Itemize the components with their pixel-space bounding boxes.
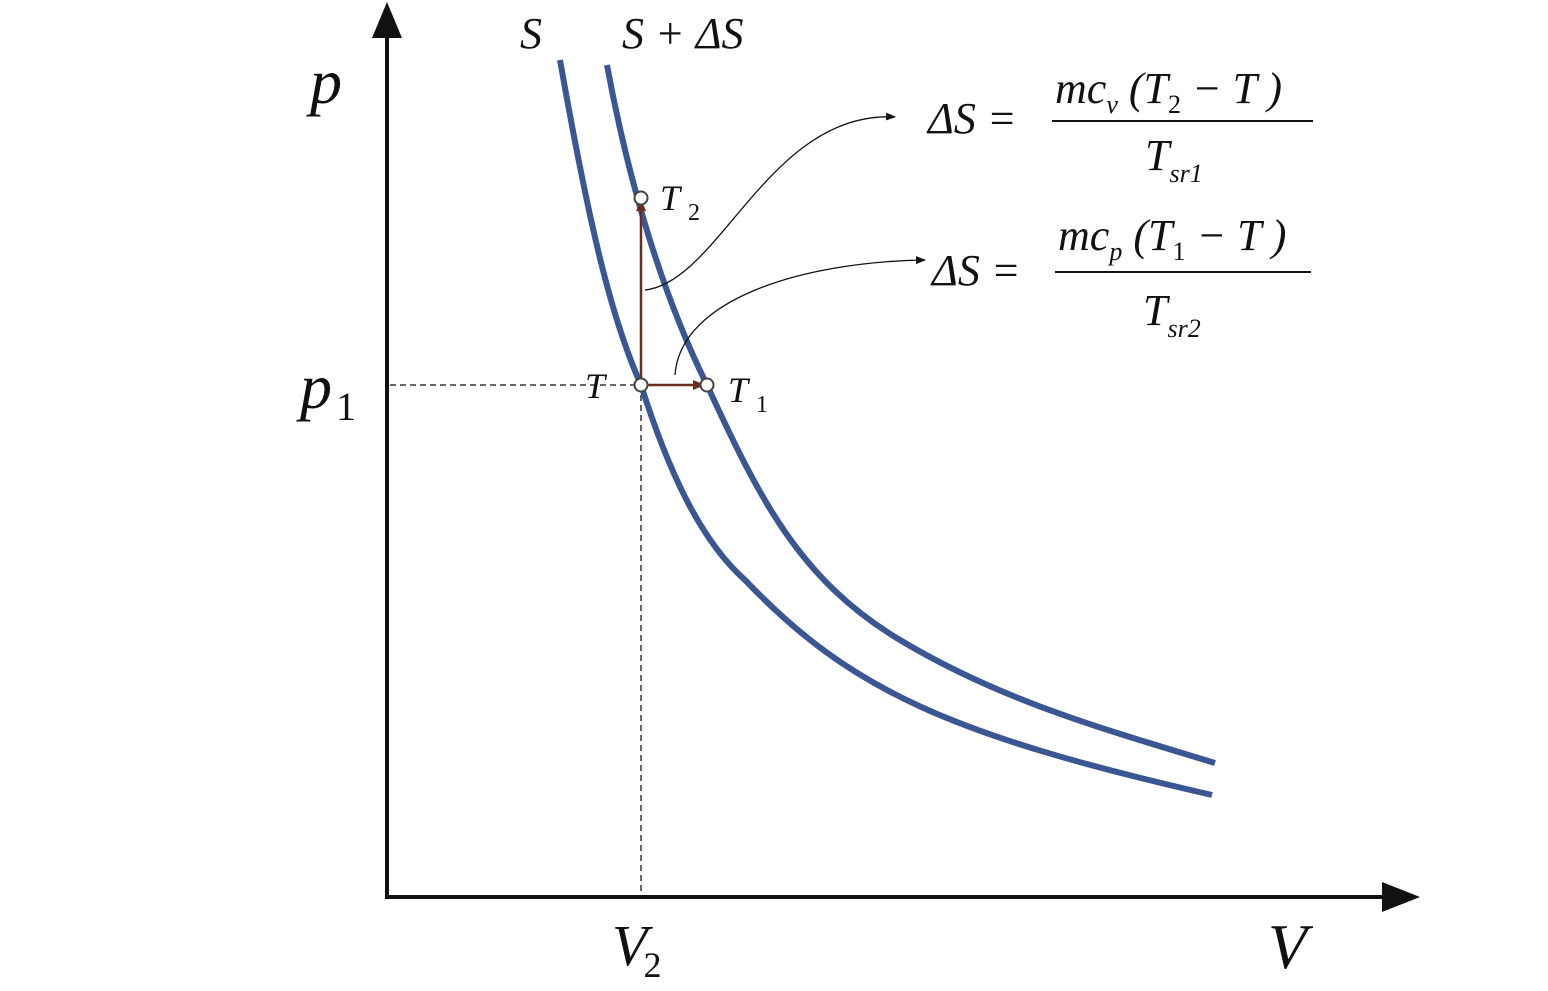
label: V [1268,911,1314,982]
state-point [633,190,649,206]
rest: − T ) [1185,211,1286,260]
subscript: 1 [756,392,768,418]
subscript: sr1 [1169,159,1202,188]
open: (T [1122,211,1176,260]
open: (T [1118,64,1172,113]
rest: − T ) [1181,64,1282,113]
subscript: 1 [336,384,356,429]
symbol: T [728,370,751,410]
formula-lhs: ΔS = [930,246,1021,295]
factor: mc [1058,211,1110,260]
subscript: 2 [688,200,700,226]
label: p [306,46,342,117]
symbol: T [1145,131,1173,180]
lhs: ΔS = [930,246,1021,295]
formula-numerator: mcv (T2 − T ) [1055,64,1282,119]
state-point [699,377,715,393]
symbol: p [296,351,332,422]
annotation-arrow [674,256,926,376]
symbol: V [612,913,654,978]
label: S + ΔS [622,9,744,58]
x-axis-label: V [1268,911,1314,982]
x-arrow [1382,882,1420,912]
curve-label: S [520,9,542,58]
y-arrow [372,2,402,38]
symbol: T [660,178,683,218]
symbol: T [585,366,608,406]
factor: mc [1055,64,1107,113]
subscript: sr2 [1167,314,1200,343]
symbol: T [1143,286,1171,335]
curve-label: S + ΔS [622,9,744,58]
lhs: ΔS = [926,94,1017,143]
annotation-arrow [644,112,896,291]
subscript: p [1107,237,1122,266]
v2-label: V2 [612,913,661,985]
formula-denominator: Tsr1 [1145,131,1203,188]
formula-denominator: Tsr2 [1143,286,1201,343]
subscript: 1 [1172,237,1185,266]
subscript: 2 [1168,90,1181,119]
label: S [520,9,542,58]
formula-numerator: mcp (T1 − T ) [1058,211,1286,266]
y-axis-label: p [306,46,342,117]
subscript: 2 [643,945,661,985]
point-label: T [585,366,608,406]
isentrope-s [557,59,1213,798]
formula-lhs: ΔS = [926,94,1017,143]
isentrope-s-ds [604,64,1216,766]
subscript: v [1106,90,1118,119]
state-point [633,377,649,393]
